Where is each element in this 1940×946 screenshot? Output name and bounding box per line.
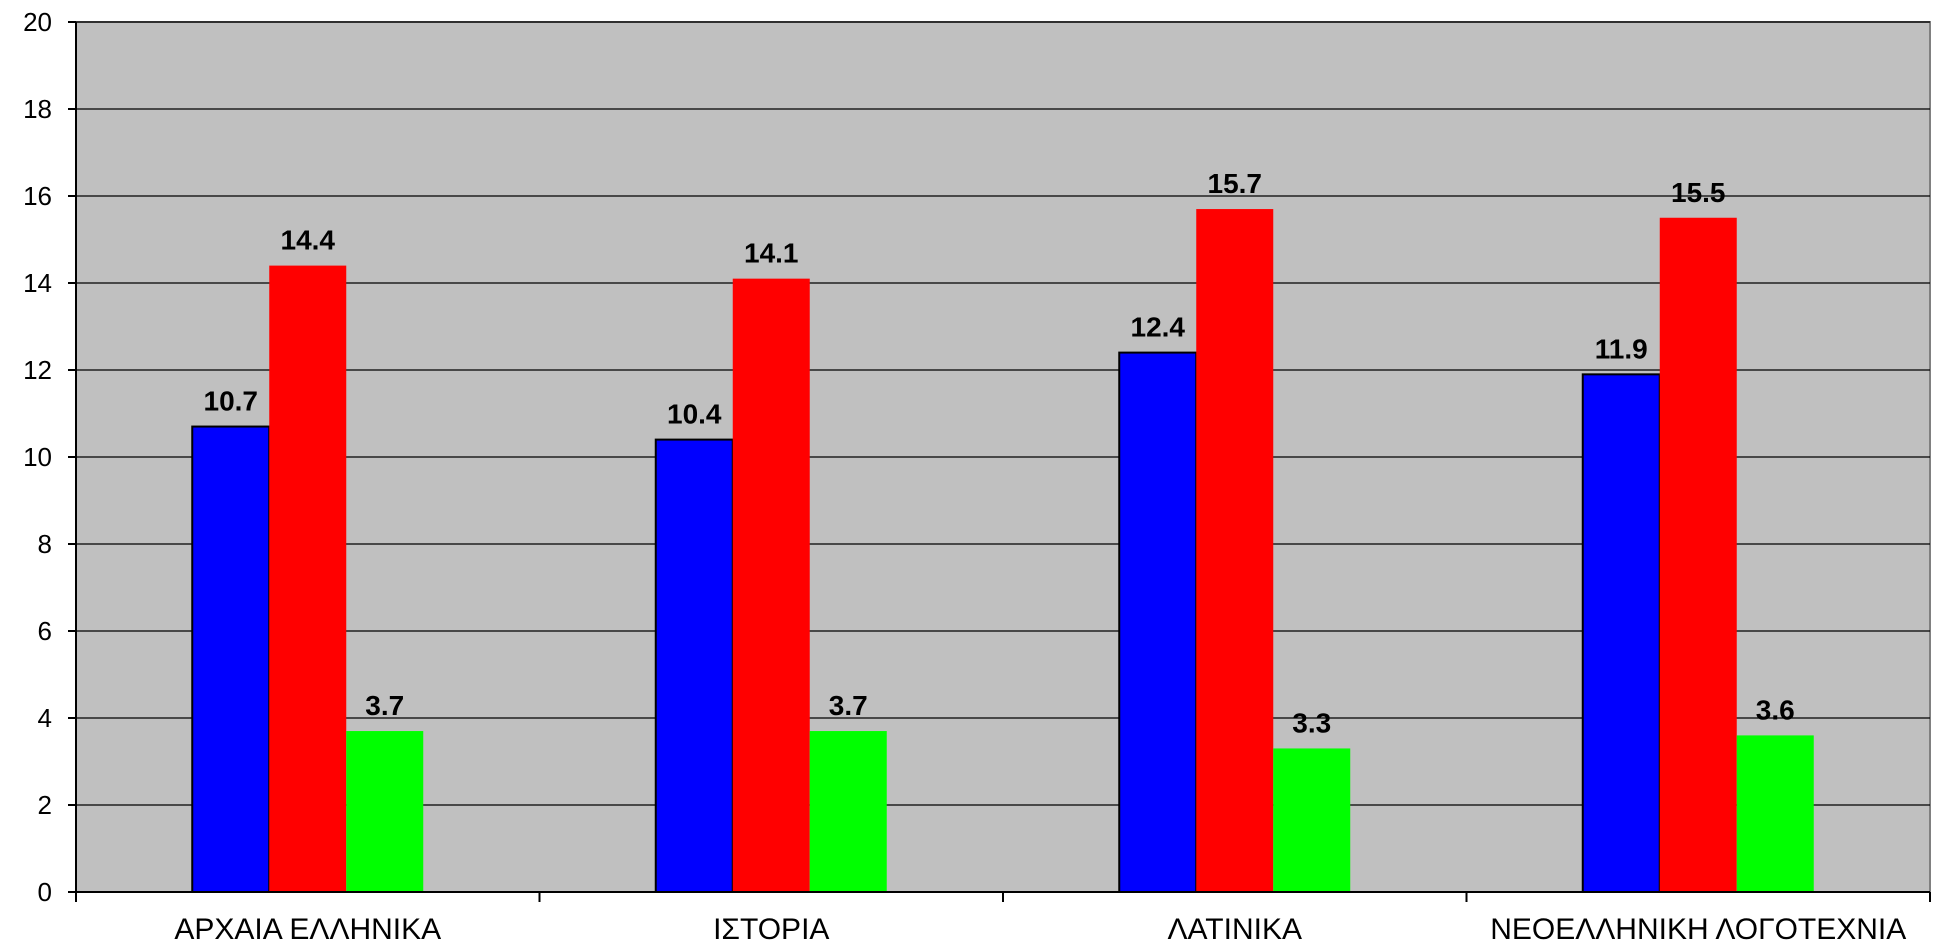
y-tick-label: 18 [23, 94, 52, 124]
data-label: 11.9 [1595, 333, 1648, 364]
bar [1118, 351, 1198, 894]
x-category-label: ΛΑΤΙΝΙΚΑ [1167, 913, 1302, 946]
bar [1581, 373, 1661, 894]
data-label: 10.4 [667, 399, 722, 430]
y-tick-label: 6 [38, 616, 52, 646]
data-label: 10.7 [204, 386, 259, 417]
bar [1659, 217, 1737, 892]
y-tick-label: 0 [38, 877, 52, 907]
data-label: 15.7 [1208, 168, 1263, 199]
bar [269, 265, 347, 893]
y-tick-label: 10 [23, 442, 52, 472]
bar [809, 731, 887, 892]
y-tick-label: 8 [38, 529, 52, 559]
bar [1273, 748, 1351, 892]
data-label: 3.7 [365, 690, 404, 721]
x-category-label: ΙΣΤΟΡΙΑ [713, 913, 829, 946]
y-tick-label: 16 [23, 181, 52, 211]
data-label: 15.5 [1671, 177, 1726, 208]
x-axis-categories: ΑΡΧΑΙΑ ΕΛΛΗΝΙΚΑ ΙΣΤΟΡΙΑ ΛΑΤΙΝΙΚΑ ΝΕΟΕΛΛΗΝΙΚ… [75, 892, 1931, 946]
data-label: 14.4 [281, 225, 336, 256]
y-tick-label: 2 [38, 790, 52, 820]
bar [732, 278, 810, 892]
x-category-label: ΝΕΟΕΛΛΗΝΙΚΗ ΛΟΓΟΤΕΧΝΙΑ [1490, 913, 1906, 946]
x-category-label: ΑΡΧΑΙΑ ΕΛΛΗΝΙΚΑ [174, 913, 441, 946]
bars [191, 209, 1814, 894]
y-axis-ticks: 0 2 4 6 8 10 12 14 16 18 20 [23, 7, 76, 907]
bar [654, 438, 734, 893]
y-tick-label: 20 [23, 7, 52, 37]
data-label: 12.4 [1131, 312, 1186, 343]
y-tick-label: 4 [38, 703, 52, 733]
bar [1736, 735, 1814, 892]
y-tick-label: 14 [23, 268, 52, 298]
data-labels: 10.7 14.4 3.7 10.4 14.1 3.7 12.4 15.7 3.3 11.9 15.… [204, 168, 1795, 738]
bar [1196, 209, 1274, 893]
data-label: 3.7 [829, 690, 868, 721]
y-tick-label: 12 [23, 355, 52, 385]
data-label: 14.1 [744, 238, 799, 269]
bar [346, 731, 424, 892]
bar [191, 425, 271, 893]
data-label: 3.6 [1756, 694, 1795, 725]
data-label: 3.3 [1292, 707, 1331, 738]
